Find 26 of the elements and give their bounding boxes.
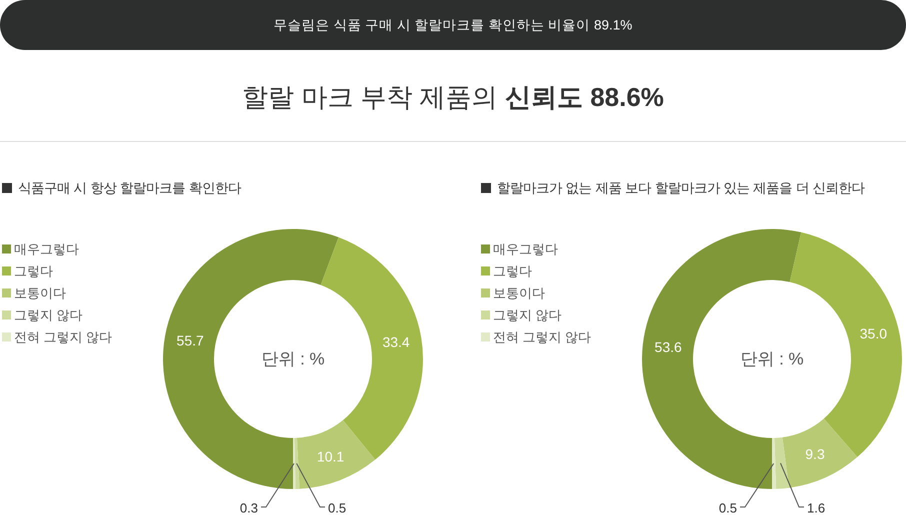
legend-label: 매우그렇다 <box>493 242 558 256</box>
legend-label: 보통이다 <box>493 286 545 300</box>
data-label: 35.0 <box>860 326 887 342</box>
data-label: 10.1 <box>316 448 344 465</box>
banner-title: 무슬림은 식품 구매 시 할랄마크를 확인하는 비율이 89.1% <box>274 18 632 32</box>
data-label: 0.5 <box>328 500 346 515</box>
annotation: 단위 : % <box>261 350 325 368</box>
data-label: 33.4 <box>382 334 410 350</box>
legend-label: 보통이다 <box>14 286 66 300</box>
legend-label: 그렇지 않다 <box>493 308 562 322</box>
legend-label: 전혀 그렇지 않다 <box>493 330 592 344</box>
legend-label: 그렇다 <box>14 264 53 278</box>
data-label: 1.6 <box>807 500 826 515</box>
data-label: 55.7 <box>176 332 204 348</box>
heading: 할랄 마크 부착 제품의 신뢰도 88.6% <box>242 82 664 112</box>
legend-label: 전혀 그렇지 않다 <box>14 330 112 344</box>
legend-label: 매우그렇다 <box>14 242 79 256</box>
panel-title: 식품구매 시 항상 할랄마크를 확인한다 <box>18 180 241 196</box>
data-label: 9.3 <box>805 446 825 462</box>
annotation: 단위 : % <box>740 350 804 368</box>
data-label: 0.3 <box>240 500 258 515</box>
data-label: 0.5 <box>718 500 737 515</box>
legend-label: 그렇다 <box>493 264 532 278</box>
data-label: 53.6 <box>654 339 682 356</box>
panel-title: 할랄마크가 없는 제품 보다 할랄마크가 있는 제품을 더 신뢰한다 <box>497 180 865 196</box>
legend-label: 그렇지 않다 <box>14 308 83 322</box>
